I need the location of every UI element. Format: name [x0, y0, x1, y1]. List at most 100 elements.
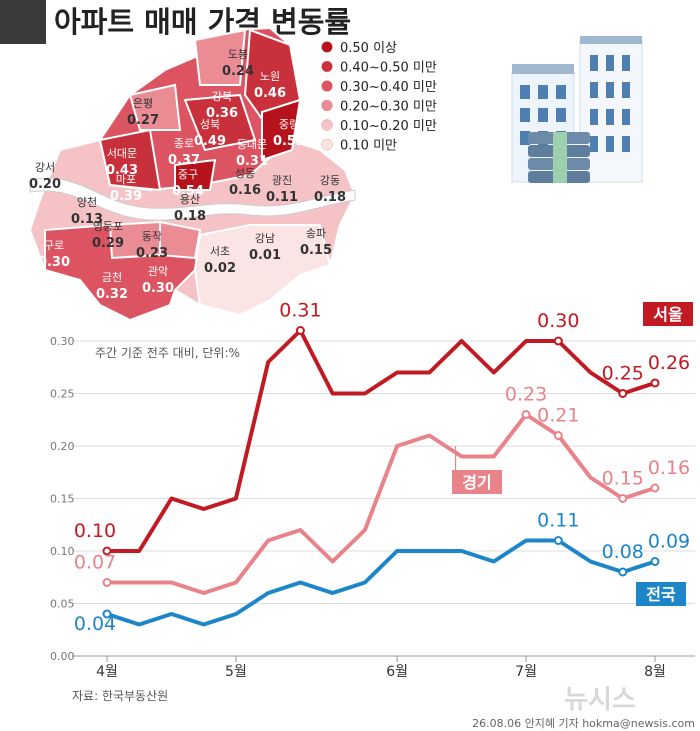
data-value-label: 0.25 [602, 363, 644, 385]
map-region-dongjak [159, 220, 202, 260]
legend-label: 0.40~0.50 미만 [340, 61, 437, 76]
chart-data-labels: 0.10 0.31 0.30 0.25 0.26 0.07 0.230.21 0.15 0.16… [74, 300, 690, 636]
data-point-marker [521, 410, 531, 419]
building-illustration [511, 36, 643, 183]
series-line-경기 [107, 412, 656, 595]
data-value-label: 0.23 [505, 384, 547, 406]
district-value-label: 0.43 [106, 163, 138, 178]
legend-swatch [321, 60, 333, 73]
district-name-label: 양천 [77, 195, 97, 209]
x-tick-label: 8월 [644, 664, 666, 680]
map-region-eunpyeong [128, 83, 182, 131]
data-point-marker [553, 536, 563, 545]
district-name-label: 노원 [260, 70, 280, 83]
series-tag-box [452, 470, 502, 494]
series-tag-label: 서울 [653, 305, 683, 324]
credit-line: 26.08.06 안지혜 기자 hokma@newsis.com [472, 717, 695, 730]
data-point-marker [102, 546, 112, 556]
district-name-label: 용산 [180, 193, 200, 206]
x-axis-ticks: 4월 5월 6월 7월 8월 [96, 656, 666, 680]
series-tag-label: 경기 [462, 473, 491, 492]
legend-swatch [321, 99, 333, 112]
legend-swatch [321, 119, 333, 131]
y-tick-label: 0.20 [50, 440, 75, 453]
district-value-label: 0.18 [174, 209, 206, 224]
district-name-label: 중랑 [279, 118, 299, 131]
data-point-marker [650, 483, 660, 493]
district-value-label: 0.13 [71, 212, 103, 227]
data-value-label: 0.30 [537, 310, 579, 332]
x-tick-label: 7월 [515, 664, 537, 680]
series-tag-box [636, 582, 686, 606]
legend-label: 0.50 이상 [340, 41, 397, 56]
district-name-label: 강북 [212, 90, 232, 103]
district-name-label: 영등포 [93, 220, 123, 233]
data-point-marker [102, 578, 112, 587]
price-change-chart: 주간 기준 전주 대비, 단위:% 0.000.050.100.150.200.… [50, 300, 695, 680]
series-line-서울 [107, 328, 656, 553]
district-value-label: 0.11 [266, 190, 298, 205]
series-line-전국 [106, 538, 656, 627]
map-region-gangnam [193, 224, 332, 317]
data-point-marker [553, 336, 563, 346]
district-name-label: 강서 [35, 161, 55, 174]
data-value-label: 0.26 [648, 352, 690, 374]
header-accent-block [0, 0, 46, 44]
district-name-label: 도봉 [228, 48, 248, 61]
x-tick-label: 6월 [386, 664, 408, 680]
district-name-label: 금천 [102, 270, 122, 284]
district-value-label: 0.39 [110, 189, 142, 204]
district-name-label: 동대문 [237, 138, 267, 151]
y-tick-label: 0.15 [50, 493, 75, 506]
district-value-label: 0.31 [236, 154, 268, 169]
data-value-label: 0.16 [648, 457, 690, 479]
x-tick-label: 5월 [225, 664, 247, 680]
district-value-label: 0.49 [194, 134, 226, 149]
district-value-label: 0.37 [168, 153, 200, 168]
district-name-label: 강동 [320, 174, 340, 187]
series-tag-label: 전국 [646, 585, 676, 604]
district-name-label: 서초 [210, 245, 230, 258]
data-point-marker [102, 609, 112, 619]
chart-gridlines [72, 340, 695, 657]
data-value-label: 0.07 [74, 552, 116, 574]
x-tick-label: 4월 [96, 664, 118, 680]
district-value-label: 0.52 [273, 134, 305, 149]
legend-swatch [321, 80, 333, 92]
district-value-label: 0.54 [172, 184, 204, 199]
series-tag-connector [452, 446, 457, 483]
data-value-label: 0.31 [279, 300, 321, 322]
y-tick-label: 0.00 [50, 650, 75, 663]
money-stack-icon [528, 132, 590, 183]
district-value-label: 0.18 [314, 190, 346, 205]
data-point-marker [295, 326, 305, 335]
district-value-label: 0.36 [206, 106, 238, 121]
district-value-label: 0.16 [229, 183, 261, 198]
legend-label: 0.10~0.20 미만 [340, 119, 437, 134]
y-tick-label: 0.10 [50, 545, 75, 558]
data-value-label: 0.15 [602, 468, 644, 490]
district-labels: 도봉 0.24 노원 0.46 강북 0.36 은평 0.27 성북 0.49 중랑 0.52 종로 0.… [29, 48, 346, 302]
map-region-seongbuk [183, 93, 257, 152]
district-value-label: 0.02 [204, 261, 236, 276]
district-name-label: 종로 [174, 137, 194, 150]
data-value-label: 0.09 [648, 531, 690, 553]
district-value-label: 0.30 [142, 281, 174, 296]
district-value-label: 0.29 [92, 236, 124, 251]
data-value-label: 0.10 [74, 520, 116, 542]
map-legend: 0.50 이상 0.40~0.50 미만 0.30~0.40 미만 0.20~0.30… [321, 41, 437, 154]
seoul-district-map: 도봉 0.24 노원 0.46 강북 0.36 은평 0.27 성북 0.49 중랑 0.52 종로 0.… [28, 26, 357, 322]
district-name-label: 성북 [200, 118, 220, 131]
district-name-label: 송파 [306, 227, 326, 240]
district-name-label: 광진 [272, 174, 292, 187]
chart-subtitle: 주간 기준 전주 대비, 단위:% [95, 346, 240, 360]
district-value-label: 0.23 [136, 246, 168, 261]
district-value-label: 0.01 [249, 248, 281, 263]
district-value-label: 0.46 [254, 86, 286, 101]
map-region-junggu [174, 158, 217, 191]
district-name-label: 성동 [235, 167, 255, 180]
data-point-marker [650, 557, 660, 566]
legend-label: 0.20~0.30 미만 [340, 100, 437, 115]
data-value-label: 0.08 [602, 541, 644, 563]
y-tick-label: 0.25 [50, 388, 75, 401]
